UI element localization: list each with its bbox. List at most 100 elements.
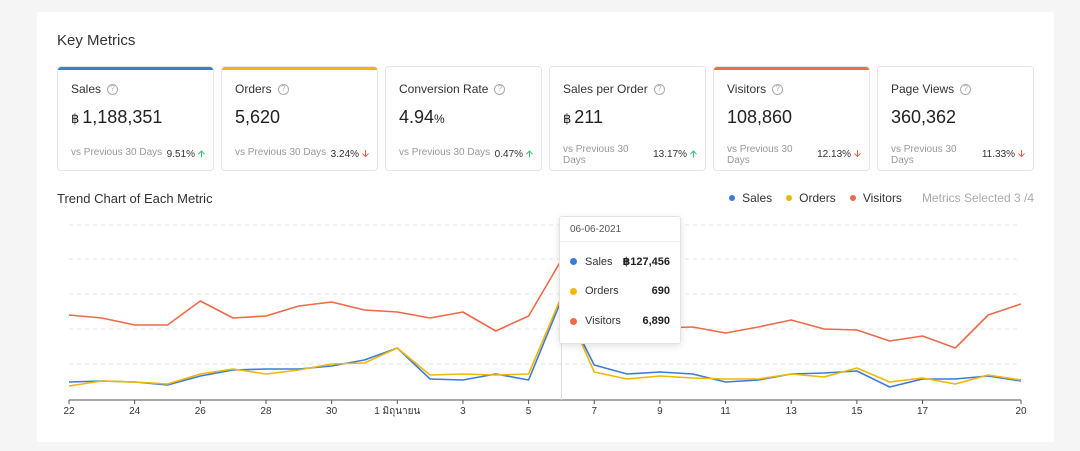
tooltip-sales-value: ฿127,456 — [622, 256, 670, 268]
card-accent-bar — [222, 67, 377, 70]
legend-orders[interactable]: Orders — [786, 191, 836, 205]
x-tick-label: 7 — [591, 406, 597, 417]
card-value: ฿ 211 — [563, 107, 603, 128]
metric-card-sales[interactable]: Sales? ฿ 1,188,351 vs Previous 30 Days 9.51%… — [57, 66, 214, 171]
card-label-text: Sales per Order — [563, 82, 648, 96]
x-tick-label: 17 — [917, 406, 929, 417]
x-tick-label: 30 — [326, 406, 338, 417]
tooltip-orders-value: 690 — [651, 285, 670, 297]
help-icon[interactable]: ? — [494, 83, 506, 95]
card-accent-bar — [58, 67, 213, 70]
card-change: 12.13% 🡫 — [817, 147, 861, 164]
card-change: 9.51% 🡩 — [167, 147, 205, 164]
card-change: 0.47% 🡩 — [495, 147, 533, 164]
x-tick-label: 26 — [195, 406, 207, 417]
card-label: Sales per Order? — [563, 82, 665, 96]
trend-chart-title: Trend Chart of Each Metric — [57, 191, 213, 206]
card-change-value: 12.13% — [817, 149, 852, 160]
x-tick-label: 13 — [786, 406, 798, 417]
help-icon[interactable]: ? — [107, 83, 119, 95]
arrow-up-icon: 🡩 — [197, 149, 205, 160]
tooltip-date: 06-06-2021 — [560, 217, 680, 242]
tooltip-orders-dot — [570, 287, 577, 295]
card-label: Conversion Rate? — [399, 82, 506, 96]
card-label-text: Visitors — [727, 82, 767, 96]
x-tick-label: 3 — [460, 406, 466, 417]
arrow-down-icon: 🡫 — [1017, 149, 1025, 160]
card-label-text: Conversion Rate — [399, 82, 489, 96]
help-icon[interactable]: ? — [653, 83, 665, 95]
arrow-up-icon: 🡩 — [525, 149, 533, 160]
card-label: Orders? — [235, 82, 289, 96]
help-icon[interactable]: ? — [960, 83, 972, 95]
tooltip-row-sales: Sales ฿127,456 — [570, 255, 670, 268]
card-value-number: 1,188,351 — [82, 107, 163, 127]
arrow-down-icon: 🡫 — [361, 149, 369, 160]
x-tick-label: 5 — [526, 406, 532, 417]
help-icon[interactable]: ? — [277, 83, 289, 95]
legend-orders-label: Orders — [799, 191, 836, 205]
card-change-value: 3.24% — [330, 149, 360, 160]
tooltip-orders-name: Orders — [585, 285, 619, 297]
arrow-down-icon: 🡫 — [853, 149, 861, 160]
card-compare-label: vs Previous 30 Days — [399, 147, 491, 158]
trend-chart[interactable]: 22 24 26 28 30 1 มิถุนายน 3 5 7 9 11 13 15 17 20 — [37, 12, 1054, 442]
x-tick-label: 11 — [720, 406, 731, 417]
chart-legend: Sales Orders Visitors Metrics Selected 3… — [715, 191, 1034, 205]
tooltip-sales-name: Sales — [585, 255, 613, 268]
tooltip-row-orders: Orders 690 — [570, 285, 670, 297]
metric-card-orders[interactable]: Orders? 5,620 vs Previous 30 Days 3.24% 🡫 — [221, 66, 378, 171]
x-tick-label: 22 — [63, 406, 75, 417]
x-tick-label: 28 — [260, 406, 272, 417]
card-compare-label: vs Previous 30 Days — [727, 144, 793, 166]
tooltip-visitors-dot — [570, 317, 577, 325]
metric-card-visitors[interactable]: Visitors? 108,860 vs Previous 30 Days 12.13… — [713, 66, 870, 171]
metric-card-page-views[interactable]: Page Views? 360,362 vs Previous 30 Days 11.… — [877, 66, 1034, 171]
card-accent-bar — [714, 67, 869, 70]
legend-sales-dot — [729, 195, 736, 201]
card-compare-label: vs Previous 30 Days — [71, 147, 163, 158]
metrics-selected-count[interactable]: Metrics Selected 3 /4 — [921, 191, 1034, 205]
card-change-value: 0.47% — [494, 149, 524, 160]
tooltip-sales-dot — [570, 258, 577, 265]
card-value-unit: % — [434, 112, 445, 126]
legend-visitors[interactable]: Visitors — [849, 191, 902, 205]
legend-sales[interactable]: Sales — [729, 191, 772, 205]
card-change-value: 13.17% — [653, 149, 688, 160]
card-value: 5,620 — [235, 107, 280, 128]
legend-orders-dot — [786, 195, 793, 201]
tooltip-visitors-name: Visitors — [585, 315, 621, 327]
x-tick-label: 20 — [1015, 406, 1027, 417]
card-compare-label: vs Previous 30 Days — [891, 144, 957, 166]
arrow-up-icon: 🡩 — [689, 149, 697, 160]
card-value: 360,362 — [891, 107, 956, 128]
series-line-visitors — [68, 259, 1022, 349]
page-title: Key Metrics — [57, 32, 136, 49]
currency-symbol: ฿ — [563, 111, 572, 126]
card-compare-label: vs Previous 30 Days — [563, 144, 629, 166]
card-label: Page Views? — [891, 82, 972, 96]
card-change: 11.33% 🡫 — [982, 147, 1025, 164]
card-label: Sales? — [71, 82, 119, 96]
card-value-number: 4.94 — [399, 107, 435, 127]
series-line-orders — [68, 296, 1022, 387]
metric-card-sales-per-order[interactable]: Sales per Order? ฿ 211 vs Previous 30 Days 1… — [549, 66, 706, 171]
x-tick-label: 9 — [657, 406, 663, 417]
card-label-text: Sales — [71, 82, 102, 96]
x-tick-label: 24 — [129, 406, 141, 417]
x-tick-label: 1 มิถุนายน — [374, 406, 420, 417]
card-value-number: 360,362 — [891, 107, 957, 127]
tooltip-visitors-value: 6,890 — [642, 315, 670, 327]
legend-visitors-dot — [849, 195, 856, 201]
card-change-value: 9.51% — [166, 149, 196, 160]
card-label: Visitors? — [727, 82, 784, 96]
card-value: 108,860 — [727, 107, 792, 128]
key-metrics-panel: Key Metrics Sales? ฿ 1,188,351 vs Previous … — [37, 12, 1054, 442]
card-change: 3.24% 🡫 — [331, 147, 369, 164]
help-icon[interactable]: ? — [772, 83, 784, 95]
currency-symbol: ฿ — [71, 111, 80, 126]
metric-card-conversion-rate[interactable]: Conversion Rate? 4.94% vs Previous 30 Days… — [385, 66, 542, 171]
legend-sales-label: Sales — [742, 191, 773, 205]
series-line-sales — [68, 299, 1022, 388]
card-label-text: Orders — [235, 82, 272, 96]
